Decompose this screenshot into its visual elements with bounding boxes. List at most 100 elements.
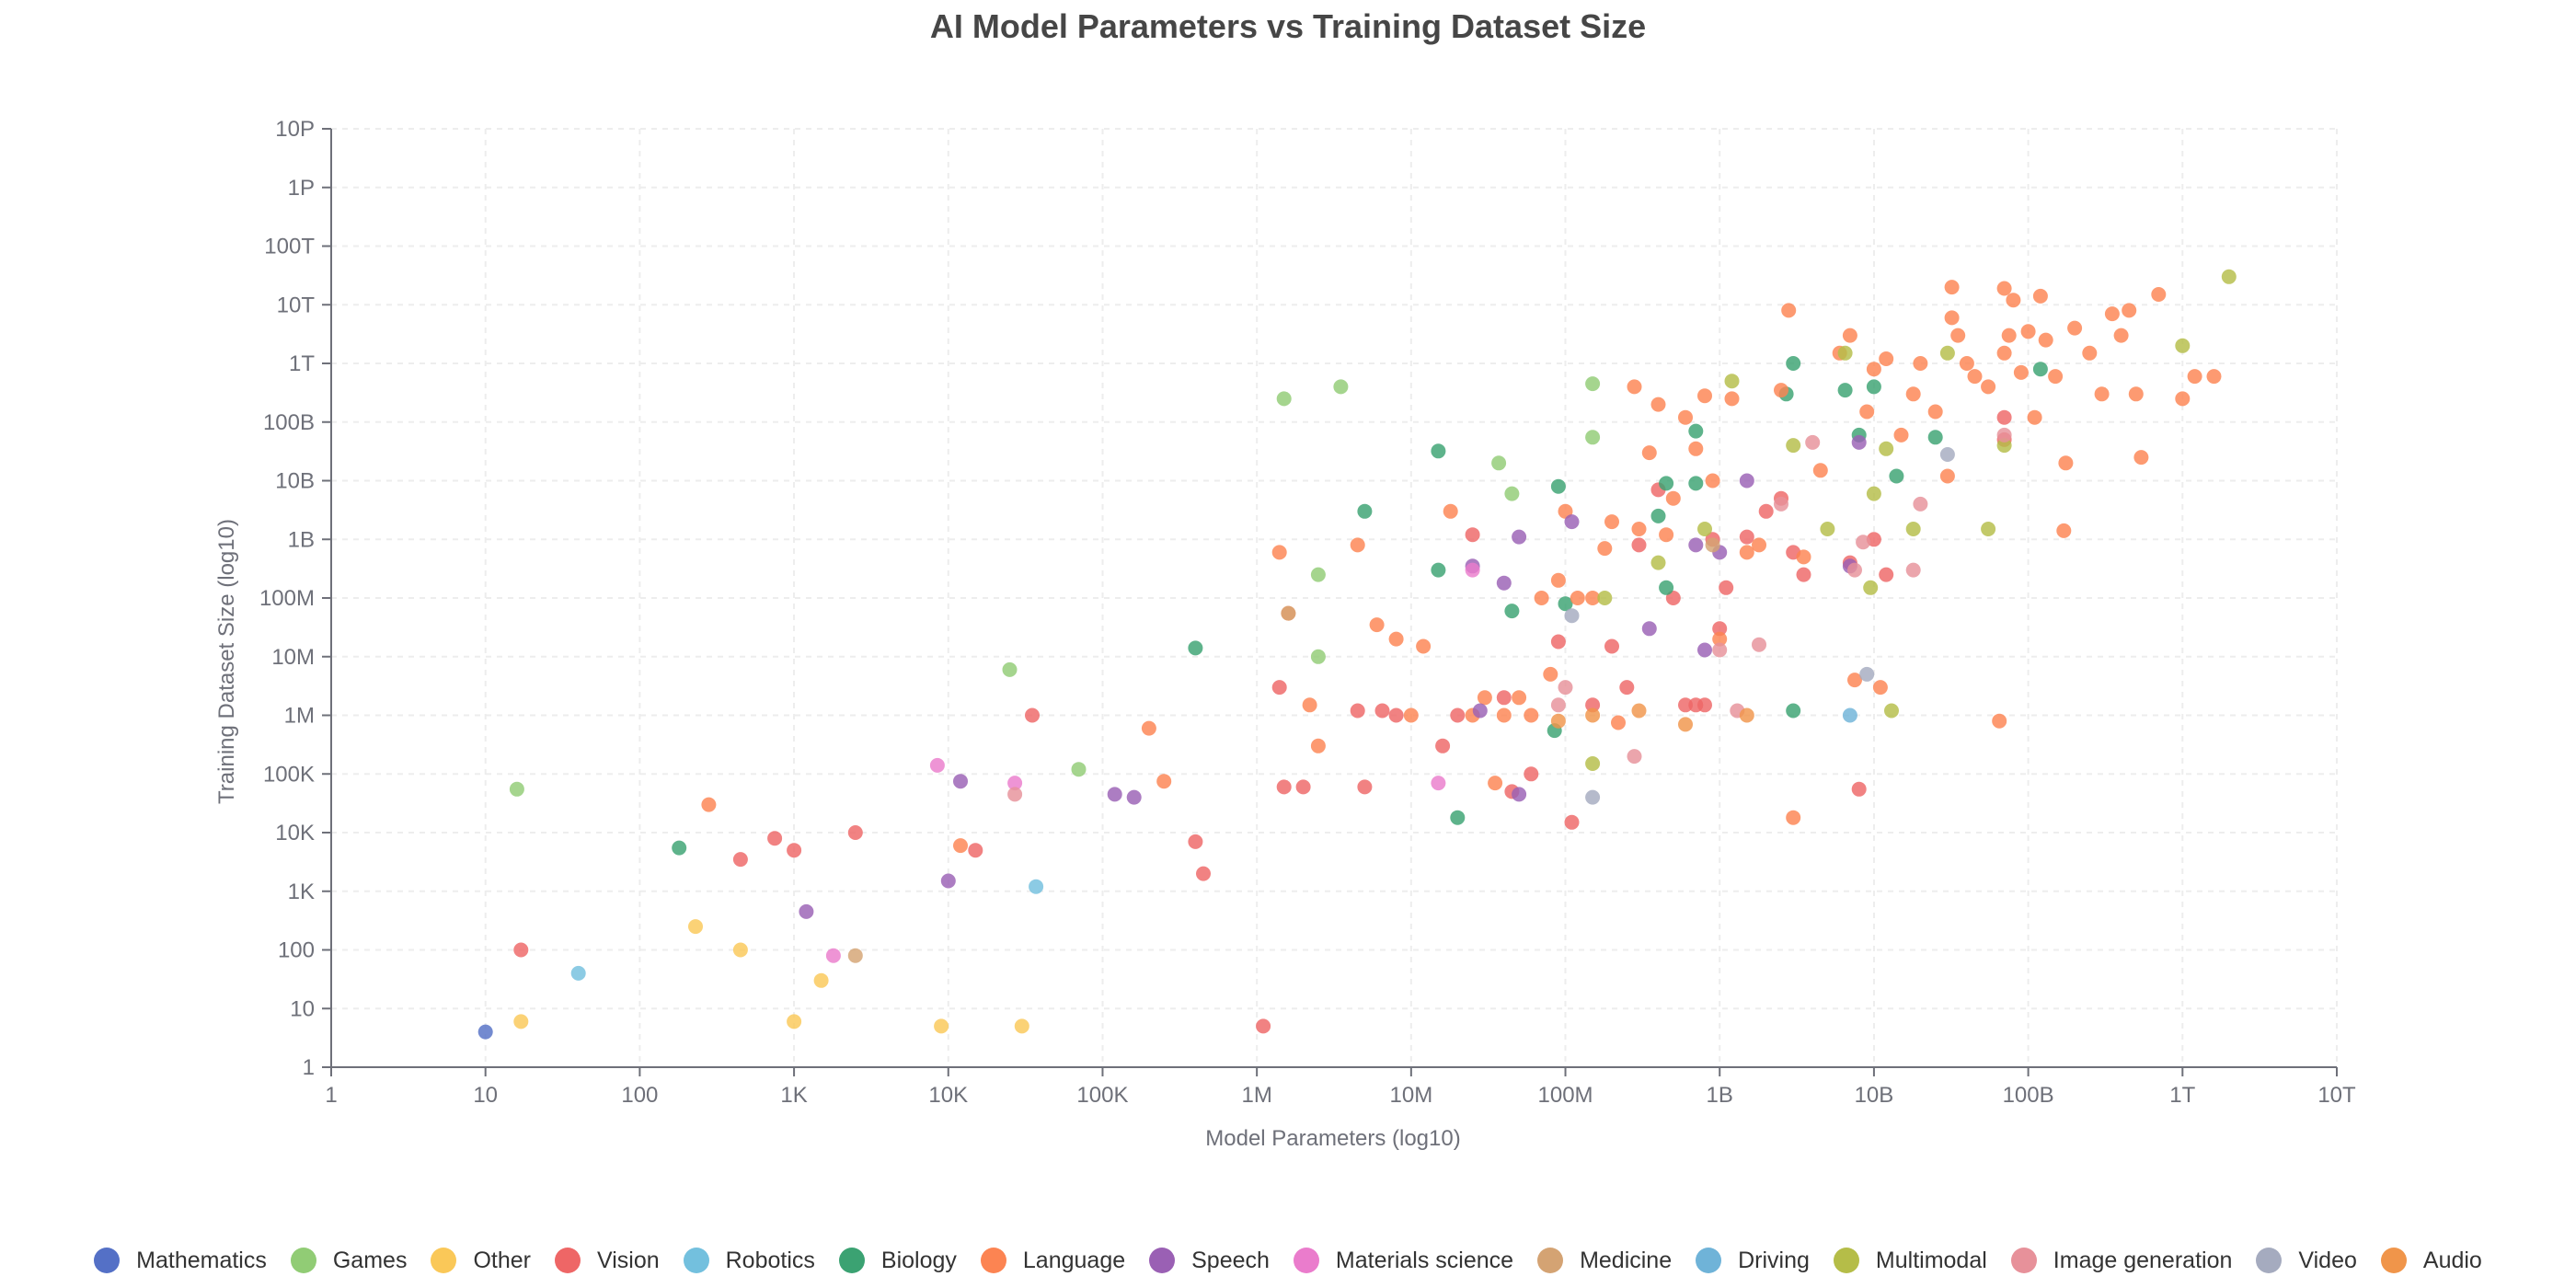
data-point-language[interactable] (2122, 303, 2137, 318)
data-point-games[interactable] (1585, 376, 1601, 392)
data-point-vision[interactable] (1196, 866, 1211, 881)
data-point-multimodal[interactable] (1786, 438, 1801, 454)
data-point-other[interactable] (934, 1018, 949, 1034)
legend-item-vision[interactable]: Vision (554, 1248, 660, 1274)
data-point-language[interactable] (1443, 503, 1458, 519)
data-point-audio[interactable] (1678, 717, 1693, 732)
data-point-vision[interactable] (847, 825, 863, 840)
data-point-vision[interactable] (1719, 580, 1734, 595)
data-point-vision[interactable] (513, 942, 529, 958)
data-point-language[interactable] (2206, 369, 2222, 385)
data-point-biology[interactable] (1837, 383, 1853, 398)
data-point-vision[interactable] (1665, 591, 1681, 605)
data-point-vision[interactable] (1357, 779, 1373, 795)
data-point-speech[interactable] (799, 903, 814, 919)
data-point-language[interactable] (1913, 356, 1928, 371)
data-point-robotics[interactable] (1029, 879, 1044, 894)
data-point-medicine[interactable] (1281, 605, 1296, 621)
data-point-multimodal[interactable] (1939, 345, 1955, 361)
legend-item-video[interactable]: Video (2256, 1248, 2357, 1274)
data-point-language[interactable] (1967, 369, 1983, 385)
data-point-mathematics[interactable] (477, 1024, 493, 1040)
data-point-language[interactable] (2128, 386, 2144, 402)
data-point-other[interactable] (1014, 1018, 1029, 1034)
data-point-language[interactable] (1631, 522, 1647, 536)
data-point-vision[interactable] (1350, 703, 1365, 719)
data-point-language[interactable] (2058, 455, 2074, 471)
data-point-biology[interactable] (1431, 562, 1446, 578)
data-point-language[interactable] (1512, 690, 1527, 706)
data-point-robotics[interactable] (570, 965, 586, 981)
data-point-language[interactable] (1550, 572, 1566, 588)
data-point-multimodal[interactable] (1597, 591, 1613, 605)
data-point-language[interactable] (1141, 720, 1156, 736)
data-point-language[interactable] (1927, 404, 1943, 420)
data-point-language[interactable] (1866, 362, 1881, 377)
data-point-driving[interactable] (1842, 707, 1857, 723)
data-point-audio[interactable] (1585, 707, 1601, 723)
data-point-language[interactable] (2013, 364, 2029, 380)
data-point-vision[interactable] (1435, 738, 1451, 753)
data-point-vision[interactable] (1465, 527, 1480, 543)
data-point-vision[interactable] (1496, 690, 1512, 706)
data-point-language[interactable] (1496, 707, 1512, 723)
data-point-language[interactable] (1488, 776, 1503, 791)
data-point-multimodal[interactable] (1650, 555, 1666, 570)
data-point-image-generation[interactable] (1856, 535, 1871, 550)
data-point-audio[interactable] (1739, 707, 1754, 723)
data-point-language[interactable] (1724, 391, 1740, 407)
data-point-image-generation[interactable] (1550, 697, 1566, 713)
data-point-biology[interactable] (1659, 580, 1674, 595)
data-point-biology[interactable] (1889, 468, 1904, 484)
data-point-materials-science[interactable] (1007, 776, 1023, 791)
data-point-image-generation[interactable] (1847, 562, 1862, 578)
data-point-multimodal[interactable] (1884, 703, 1899, 719)
data-point-language[interactable] (2020, 324, 2036, 339)
data-point-vision[interactable] (1450, 707, 1466, 723)
data-point-language[interactable] (1310, 738, 1326, 753)
data-point-games[interactable] (1491, 455, 1507, 471)
data-point-video[interactable] (1859, 666, 1875, 682)
data-point-language[interactable] (1905, 386, 1921, 402)
data-point-multimodal[interactable] (2221, 269, 2237, 284)
data-point-language[interactable] (2056, 523, 2072, 538)
data-point-games[interactable] (1333, 379, 1349, 395)
data-point-speech[interactable] (1564, 514, 1580, 530)
data-point-language[interactable] (1996, 345, 2012, 361)
data-point-language[interactable] (1524, 707, 1539, 723)
data-point-language[interactable] (1781, 303, 1797, 318)
data-point-biology[interactable] (1659, 476, 1674, 491)
data-point-multimodal[interactable] (1905, 522, 1921, 536)
data-point-language[interactable] (1388, 631, 1404, 647)
data-point-vision[interactable] (1604, 638, 1619, 654)
data-point-image-generation[interactable] (1774, 496, 1788, 512)
data-point-other[interactable] (787, 1014, 802, 1029)
data-point-language[interactable] (1847, 673, 1862, 688)
data-point-language[interactable] (1416, 638, 1432, 654)
data-point-language[interactable] (1659, 527, 1674, 543)
legend-item-mathematics[interactable]: Mathematics (94, 1248, 267, 1274)
legend-item-image-generation[interactable]: Image generation (2010, 1248, 2232, 1274)
data-point-multimodal[interactable] (1879, 441, 1894, 456)
data-point-image-generation[interactable] (1712, 642, 1728, 658)
data-point-biology[interactable] (1866, 379, 1881, 395)
data-point-language[interactable] (2006, 293, 2021, 308)
data-point-speech[interactable] (1697, 642, 1712, 658)
data-point-vision[interactable] (1388, 707, 1404, 723)
data-point-language[interactable] (2048, 369, 2064, 385)
data-point-vision[interactable] (1188, 834, 1203, 849)
data-point-vision[interactable] (1271, 680, 1287, 696)
data-point-language[interactable] (1859, 404, 1875, 420)
data-point-biology[interactable] (1786, 356, 1801, 371)
data-point-language[interactable] (1665, 490, 1681, 506)
data-point-language[interactable] (953, 838, 968, 854)
data-point-materials-science[interactable] (825, 948, 841, 963)
data-point-multimodal[interactable] (2175, 338, 2191, 353)
data-point-other[interactable] (732, 942, 748, 958)
data-point-language[interactable] (1712, 631, 1728, 647)
data-point-multimodal[interactable] (1724, 374, 1740, 389)
data-point-vision[interactable] (1697, 697, 1712, 713)
data-point-language[interactable] (1604, 514, 1619, 530)
data-point-language[interactable] (1627, 379, 1642, 395)
data-point-multimodal[interactable] (1820, 522, 1835, 536)
